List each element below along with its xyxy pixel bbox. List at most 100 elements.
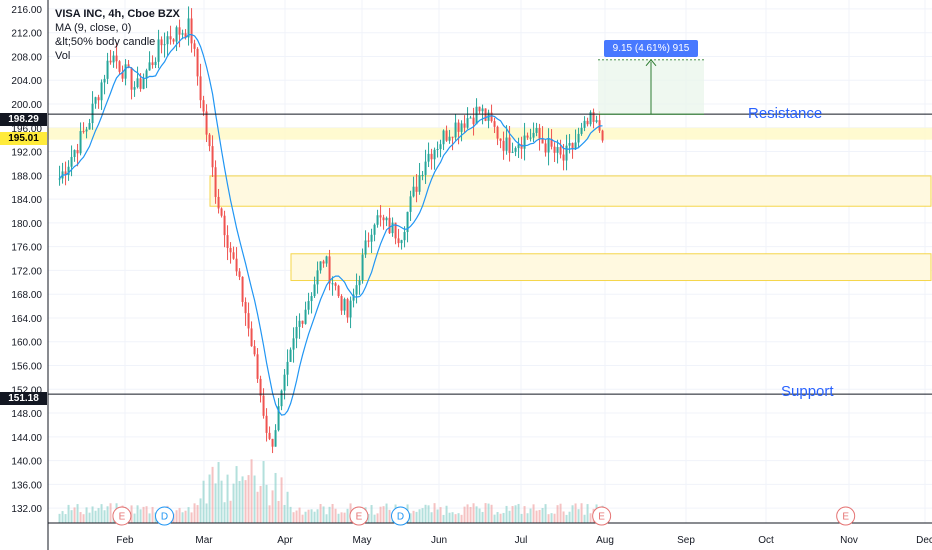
volume-bar xyxy=(583,514,586,523)
volume-bar xyxy=(109,503,112,523)
candle-body xyxy=(550,139,553,147)
y-tick-label: 188.00 xyxy=(11,171,42,182)
y-tick-label: 204.00 xyxy=(11,76,42,87)
candle-body xyxy=(103,78,106,83)
candle-body xyxy=(424,161,427,175)
volume-bar xyxy=(520,513,523,523)
candle-body xyxy=(133,87,136,90)
volume-bar xyxy=(208,474,211,523)
y-tick-label: 140.00 xyxy=(11,457,42,468)
volume-bar xyxy=(445,505,448,523)
volume-bar xyxy=(547,514,550,523)
candle-body xyxy=(499,138,502,141)
candle-body xyxy=(334,283,337,286)
candle-body xyxy=(139,78,142,89)
volume-bar xyxy=(481,511,484,523)
chart-legend: VISA INC, 4h, Cboe BZX MA (9, close, 0) … xyxy=(55,7,180,63)
candle-body xyxy=(325,256,328,264)
candle-body xyxy=(436,149,439,151)
volume-bar xyxy=(475,506,478,523)
candle-body xyxy=(385,217,388,221)
candle-body xyxy=(316,270,319,285)
volume-bar xyxy=(91,506,94,523)
candle-body xyxy=(58,178,61,180)
candle-body xyxy=(124,64,127,79)
candle-body xyxy=(85,129,88,132)
y-tick-label: 184.00 xyxy=(11,195,42,206)
volume-bar xyxy=(277,500,280,523)
volume-bar xyxy=(508,510,511,523)
x-tick-label: Nov xyxy=(840,535,858,546)
volume-bar xyxy=(232,483,235,523)
volume-bar xyxy=(262,461,265,523)
candle-body xyxy=(319,261,322,271)
measure-tool[interactable] xyxy=(598,59,704,115)
volume-bar xyxy=(241,476,244,523)
volume-bar xyxy=(274,472,277,523)
candle-body xyxy=(367,240,370,242)
candle-body xyxy=(307,301,310,310)
candle-body xyxy=(355,285,358,295)
volume-bar xyxy=(373,514,376,523)
candle-body xyxy=(259,378,262,396)
volume-bar xyxy=(529,508,532,523)
volume-bar xyxy=(586,504,589,523)
volume-bar xyxy=(535,510,538,523)
volume-bar xyxy=(187,507,190,523)
volume-bar xyxy=(202,480,205,523)
volume-bar xyxy=(256,491,259,523)
candle-body xyxy=(394,222,397,239)
volume-bar xyxy=(289,506,292,523)
candle-body xyxy=(265,415,268,433)
x-tick-label: May xyxy=(353,535,372,546)
volume-bar xyxy=(463,506,466,523)
y-tick-label: 132.00 xyxy=(11,504,42,515)
x-tick-label: Apr xyxy=(277,535,293,546)
volume-bar xyxy=(442,514,445,523)
candle-body xyxy=(586,120,589,125)
candles xyxy=(58,6,604,454)
volume-bar xyxy=(541,508,544,523)
x-tick-label: Mar xyxy=(195,535,213,546)
candle-body xyxy=(70,156,73,167)
volume-bar xyxy=(466,504,469,523)
candle-body xyxy=(157,39,160,62)
volume-bar xyxy=(577,509,580,523)
candle-body xyxy=(415,186,418,192)
volume-bar xyxy=(181,512,184,523)
candle-body xyxy=(112,55,115,63)
candle-body xyxy=(514,148,517,152)
volume-bar xyxy=(229,500,232,523)
candle-body xyxy=(229,247,232,253)
last-price-band xyxy=(48,127,932,140)
volume-bar xyxy=(496,512,499,523)
volume-bar xyxy=(370,505,373,523)
candle-body xyxy=(496,126,499,139)
candle-body xyxy=(88,123,91,130)
candle-body xyxy=(106,60,109,79)
volume-bar xyxy=(301,514,304,523)
volume-bar xyxy=(574,503,577,523)
candle-body xyxy=(244,301,247,314)
volume-bar xyxy=(223,502,226,523)
candle-body xyxy=(346,299,349,318)
volume-bar xyxy=(457,513,460,523)
volume-bar xyxy=(265,484,268,523)
candle-body xyxy=(502,140,505,151)
candle-body xyxy=(451,136,454,138)
candle-body xyxy=(400,240,403,244)
support-price-badge: 151.18 xyxy=(0,392,47,405)
candle-body xyxy=(370,234,373,242)
candle-body xyxy=(559,147,562,155)
volume-bar xyxy=(253,475,256,523)
candle-body xyxy=(226,235,229,248)
volume-bar xyxy=(526,513,529,523)
candle-body xyxy=(118,61,121,72)
candle-body xyxy=(526,135,529,138)
volume-bar xyxy=(238,481,241,523)
volume-bar xyxy=(334,508,337,523)
candle-body xyxy=(154,61,157,66)
measure-label[interactable]: 9.15 (4.61%) 915 xyxy=(604,40,698,57)
